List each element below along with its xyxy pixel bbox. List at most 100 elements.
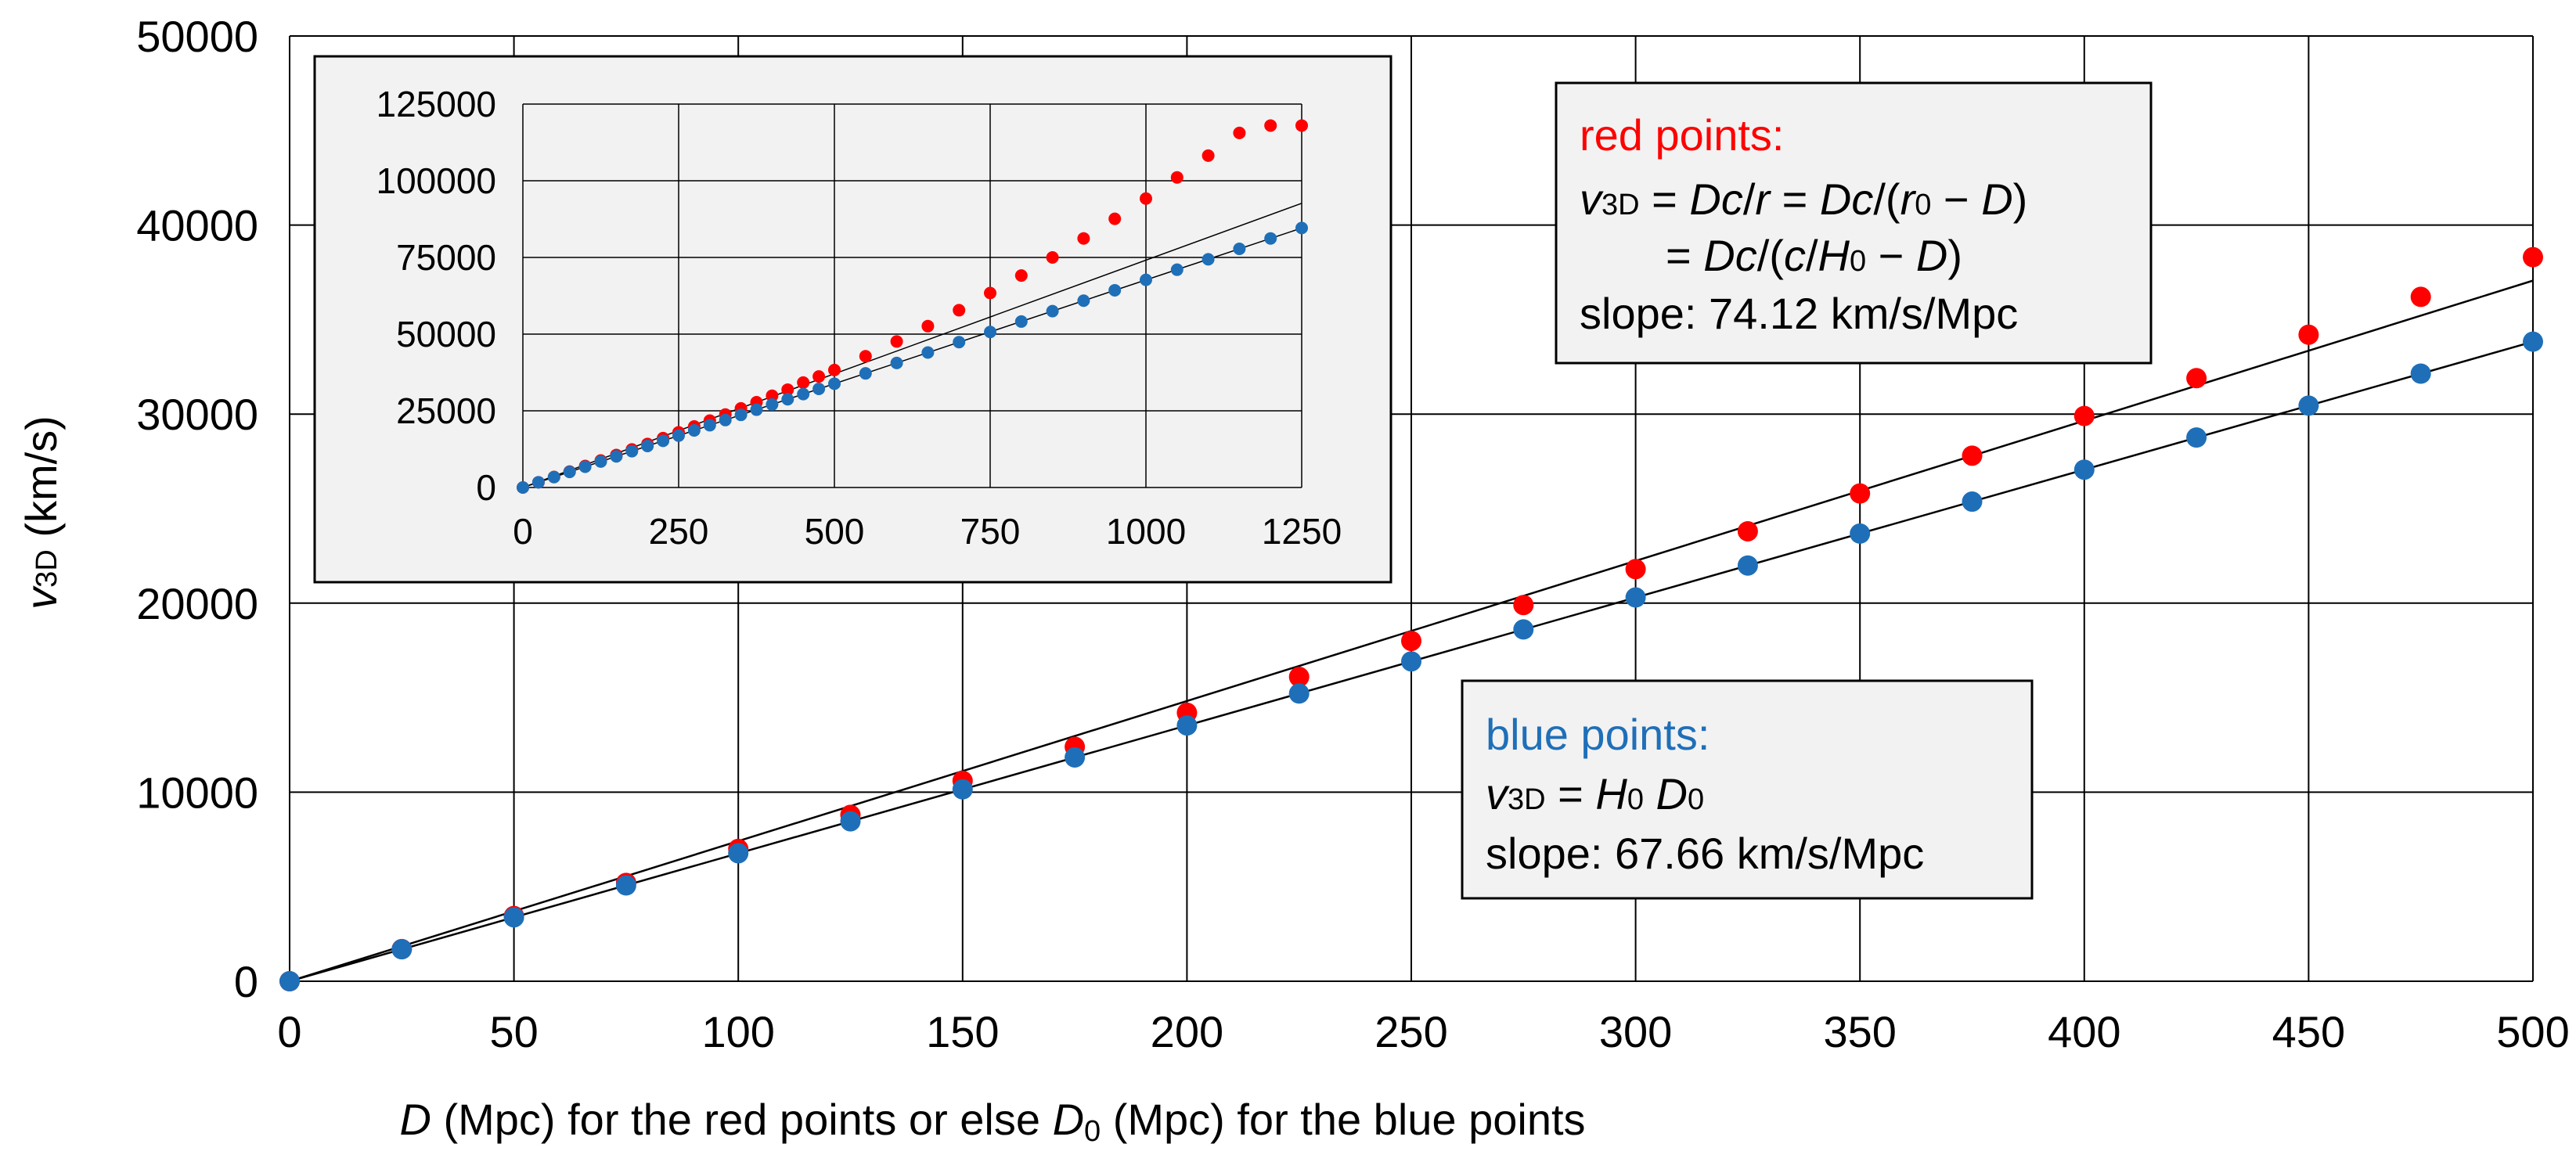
blue-points-legend-box: blue points: v3D = H0 D0 slope: 67.66 km… <box>1461 679 2034 900</box>
x-tick-label: 400 <box>2048 1007 2120 1056</box>
x-tick-label: 500 <box>2496 1007 2569 1056</box>
red-data-point <box>828 363 841 376</box>
blue-data-point <box>672 429 685 442</box>
blue-data-point <box>890 356 903 369</box>
blue-data-point <box>1625 587 1646 608</box>
inset-panel <box>313 55 1392 584</box>
blue-data-point <box>657 434 670 448</box>
blue-data-point <box>1233 243 1246 256</box>
blue-data-point <box>547 470 560 484</box>
blue-data-point <box>2410 363 2431 384</box>
blue-data-point <box>531 476 545 489</box>
blue-legend-slope: slope: 67.66 km/s/Mpc <box>1486 829 1924 878</box>
x-tick-label: 500 <box>805 511 865 552</box>
blue-data-point <box>1513 619 1534 640</box>
blue-data-point <box>687 424 701 437</box>
blue-data-point <box>797 387 810 401</box>
red-data-point <box>1108 212 1122 225</box>
blue-data-point <box>2186 427 2207 448</box>
red-data-point <box>1202 149 1215 162</box>
red-data-point <box>766 389 779 402</box>
red-data-point <box>859 350 872 363</box>
y-tick-label: 0 <box>234 957 258 1006</box>
y-tick-label: 40000 <box>136 201 258 250</box>
inset-x-tick-labels: 0 250 500 750 1000 1250 <box>513 511 1342 552</box>
x-tick-label: 150 <box>926 1007 999 1056</box>
red-data-point <box>1140 192 1152 205</box>
red-data-point <box>1295 119 1308 132</box>
blue-data-point <box>1046 304 1059 318</box>
x-tick-label: 350 <box>1823 1007 1896 1056</box>
y-tick-label: 10000 <box>136 768 258 817</box>
blue-data-point <box>812 383 826 396</box>
blue-data-point <box>391 939 413 960</box>
red-data-point <box>2523 246 2543 268</box>
y-tick-label: 50000 <box>396 314 496 354</box>
red-data-point <box>1046 251 1059 264</box>
red-data-point <box>1401 631 1421 652</box>
blue-data-point <box>1264 232 1277 245</box>
y-tick-label: 30000 <box>136 390 258 439</box>
blue-data-point <box>1014 315 1028 328</box>
y-tick-label: 75000 <box>396 237 496 278</box>
blue-legend-heading: blue points: <box>1486 710 1710 759</box>
blue-data-point <box>503 907 524 928</box>
red-data-point <box>2410 286 2431 308</box>
y-tick-label: 0 <box>476 467 496 508</box>
x-tick-label: 1250 <box>1262 511 1342 552</box>
blue-data-point <box>1176 715 1198 736</box>
blue-data-point <box>1850 523 1871 544</box>
blue-data-point <box>625 444 639 458</box>
red-data-point <box>2298 324 2319 345</box>
blue-data-point <box>594 455 607 468</box>
red-data-point <box>921 319 935 333</box>
blue-data-point <box>734 408 748 422</box>
blue-data-point <box>1170 263 1184 276</box>
red-data-point <box>1077 232 1090 245</box>
x-tick-label: 300 <box>1599 1007 1672 1056</box>
inset-grid <box>522 103 1302 488</box>
x-tick-label: 250 <box>649 511 709 552</box>
red-data-point <box>2073 405 2095 426</box>
red-data-point <box>2186 368 2207 389</box>
blue-data-point <box>1737 555 1758 576</box>
red-data-point <box>812 370 826 383</box>
blue-data-point <box>953 336 966 349</box>
red-data-point <box>1850 483 1871 504</box>
x-tick-label: 750 <box>960 511 1021 552</box>
red-data-point <box>781 383 794 396</box>
inset-chart: 0 250 500 750 1000 1250 0 25000 50000 75000 10000… <box>313 55 1392 584</box>
blue-data-point <box>921 346 935 359</box>
main-data-points <box>279 246 2543 991</box>
x-axis-title: D (Mpc) for the red points or else D0 (M… <box>399 1095 1585 1148</box>
blue-data-point <box>984 326 996 339</box>
blue-data-point <box>2298 395 2319 416</box>
red-legend-heading: red points: <box>1580 110 1785 160</box>
blue-data-point <box>719 413 732 426</box>
inset-y-tick-labels: 0 25000 50000 75000 100000 125000 <box>376 84 497 508</box>
x-tick-label: 450 <box>2272 1007 2345 1056</box>
red-data-point <box>1233 126 1246 139</box>
blue-data-point <box>610 450 623 463</box>
red-data-point <box>890 335 903 348</box>
blue-data-point <box>2073 459 2095 480</box>
x-tick-label: 1000 <box>1106 511 1186 552</box>
blue-data-point <box>1295 221 1308 235</box>
blue-data-point <box>1140 273 1152 286</box>
x-tick-label: 50 <box>489 1007 538 1056</box>
y-tick-label: 100000 <box>376 160 497 201</box>
red-data-point <box>1170 171 1184 184</box>
blue-legend-formula: v3D = H0 D0 <box>1486 769 1704 818</box>
red-data-point <box>1962 445 1983 466</box>
x-tick-label: 0 <box>277 1007 301 1056</box>
main-x-tick-labels: 0 50 100 150 200 250 300 350 400 450 500 <box>277 1007 2569 1056</box>
y-tick-label: 50000 <box>136 12 258 61</box>
blue-data-point <box>2523 331 2543 352</box>
red-data-point <box>1513 595 1534 616</box>
red-data-point <box>1014 269 1028 282</box>
blue-data-point <box>1401 651 1421 672</box>
blue-data-point <box>279 971 300 991</box>
blue-data-point <box>1065 746 1086 768</box>
y-tick-label: 20000 <box>136 579 258 628</box>
